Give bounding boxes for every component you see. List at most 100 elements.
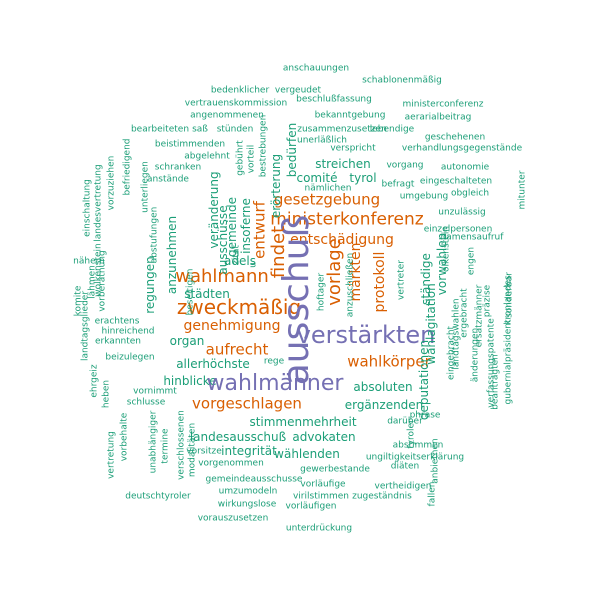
word-vertical: vertretung xyxy=(106,431,117,479)
word-vertical: befriedigend xyxy=(122,138,133,196)
word: namensaufruf xyxy=(440,232,504,243)
word: vorgenommen xyxy=(198,458,264,469)
word: landesausschuß xyxy=(189,430,287,444)
word: befragt xyxy=(381,179,415,190)
word: organ xyxy=(169,334,205,348)
word: stimmenmehrheit xyxy=(249,415,357,429)
word: diäten xyxy=(390,461,420,472)
word-vertical: u xyxy=(248,262,259,268)
word: phrase xyxy=(409,410,441,421)
word: wahlmänner xyxy=(206,371,344,396)
word: absoluten xyxy=(353,380,413,394)
word: erachtens xyxy=(94,316,140,327)
word: gesetzgebung xyxy=(273,190,381,209)
word-vertical: unabhängiger xyxy=(148,410,159,474)
word-vertical: ergebracht xyxy=(459,288,470,338)
word-vertical: mitunter xyxy=(517,170,528,210)
word: ungiltigkeitserklärung xyxy=(365,452,465,463)
word-vertical: änderungen xyxy=(470,327,481,383)
word: beistimmenden xyxy=(154,139,226,150)
word-vertical: anzunehmen xyxy=(165,215,179,295)
word: wahlkörper xyxy=(347,352,431,371)
word: verstärkten xyxy=(296,321,436,349)
word-vertical: protokoll xyxy=(372,251,388,313)
word: umzumodeln xyxy=(218,486,278,497)
word: tyrol xyxy=(349,171,377,185)
word-vertical: bestrebungen xyxy=(258,114,269,178)
word-vertical: tyroler xyxy=(406,419,417,449)
word: einzelpersonen xyxy=(423,224,493,235)
word: verhandlungsgegenstände xyxy=(401,143,523,154)
word: ministerconferenz xyxy=(402,99,484,110)
word: integrität xyxy=(221,444,277,458)
word: vertrauenskommission xyxy=(184,98,288,109)
word-vertical: fallen xyxy=(427,481,438,507)
word-vertical: vorteil xyxy=(246,144,257,174)
word: abstimmen xyxy=(392,440,444,451)
word-vertical: termine xyxy=(160,428,171,464)
word-vertical: gubernialpräsident xyxy=(503,319,514,405)
word: erkannten xyxy=(95,336,141,347)
word: adels xyxy=(224,254,256,268)
word: wahlmann xyxy=(175,266,269,287)
word: vorläufige xyxy=(300,479,346,490)
word: hinblicke xyxy=(163,374,217,388)
word-vertical: gebührt xyxy=(235,140,246,176)
word-vertical: modalitäten xyxy=(187,422,198,478)
word-vertical: präzise xyxy=(482,284,493,318)
word: verspricht xyxy=(330,143,376,154)
word: stünden xyxy=(216,124,254,135)
word-vertical: erörterung xyxy=(269,153,283,219)
word: vorgang xyxy=(386,160,424,171)
word-vertical: vertreter xyxy=(396,260,407,300)
word: beizulegen xyxy=(105,352,155,363)
word: zweckmäßig xyxy=(176,295,302,319)
word: gewerbestande xyxy=(300,464,370,475)
word-vertical: entwurf xyxy=(250,201,269,259)
word: ministerkonferenz xyxy=(270,209,424,230)
word-vertical: vorlage xyxy=(324,238,345,306)
word: ergänzenden xyxy=(344,398,424,412)
word: unterdrückung xyxy=(285,523,353,534)
word: vorauszusetzen xyxy=(197,513,269,524)
word-vertical: kronlandes xyxy=(503,275,514,325)
word: unerläßlich xyxy=(297,135,347,146)
word-vertical: ehrgeiz xyxy=(89,364,100,398)
word-vertical: eingebracht xyxy=(446,325,457,381)
word: obgleich xyxy=(450,188,490,199)
word-vertical: vorbehalte xyxy=(119,412,130,462)
word: schlusse xyxy=(126,397,166,408)
word: genehmigung xyxy=(183,318,281,334)
word: wirkungslose xyxy=(217,499,277,510)
word: entschädigung xyxy=(290,232,394,248)
word: zusammenzusetzen xyxy=(297,124,387,135)
word: beschlußfassung xyxy=(296,94,372,105)
word-vertical: vorberathung xyxy=(97,250,108,312)
word-vertical: landtagsglieder xyxy=(80,290,91,362)
word: aufrecht xyxy=(205,340,269,359)
word: städten xyxy=(184,287,230,301)
word: bearbeiteten xyxy=(130,124,190,135)
word-vertical: ausschüsse xyxy=(216,205,230,275)
word-vertical: heben xyxy=(101,379,112,409)
word: nähern xyxy=(73,256,105,267)
word: vornimmt xyxy=(133,386,177,397)
word-vertical: abstufungen xyxy=(149,206,160,264)
word: gemeindeausschusse xyxy=(205,474,303,485)
word: wählenden xyxy=(274,447,340,461)
word-vertical: wahlagitation xyxy=(424,283,438,365)
word-vertical: beantragten xyxy=(490,354,501,410)
word-vertical: verschlossenen xyxy=(176,410,187,480)
word-vertical: einschaltung xyxy=(82,179,93,237)
word-vertical: engen xyxy=(466,246,477,276)
word: geschehenen xyxy=(424,132,486,143)
word: vorläufigen xyxy=(285,501,337,512)
word: vertheidigen xyxy=(374,481,432,492)
word: rege xyxy=(263,356,285,367)
word-vertical: insoferne xyxy=(239,198,253,254)
word: saß xyxy=(192,124,208,135)
word: bedenklicher xyxy=(210,85,270,96)
word-vertical: anzuschließen xyxy=(345,252,356,318)
word: virilstimmen xyxy=(292,491,350,502)
word-vertical: unterliegen xyxy=(140,161,151,213)
